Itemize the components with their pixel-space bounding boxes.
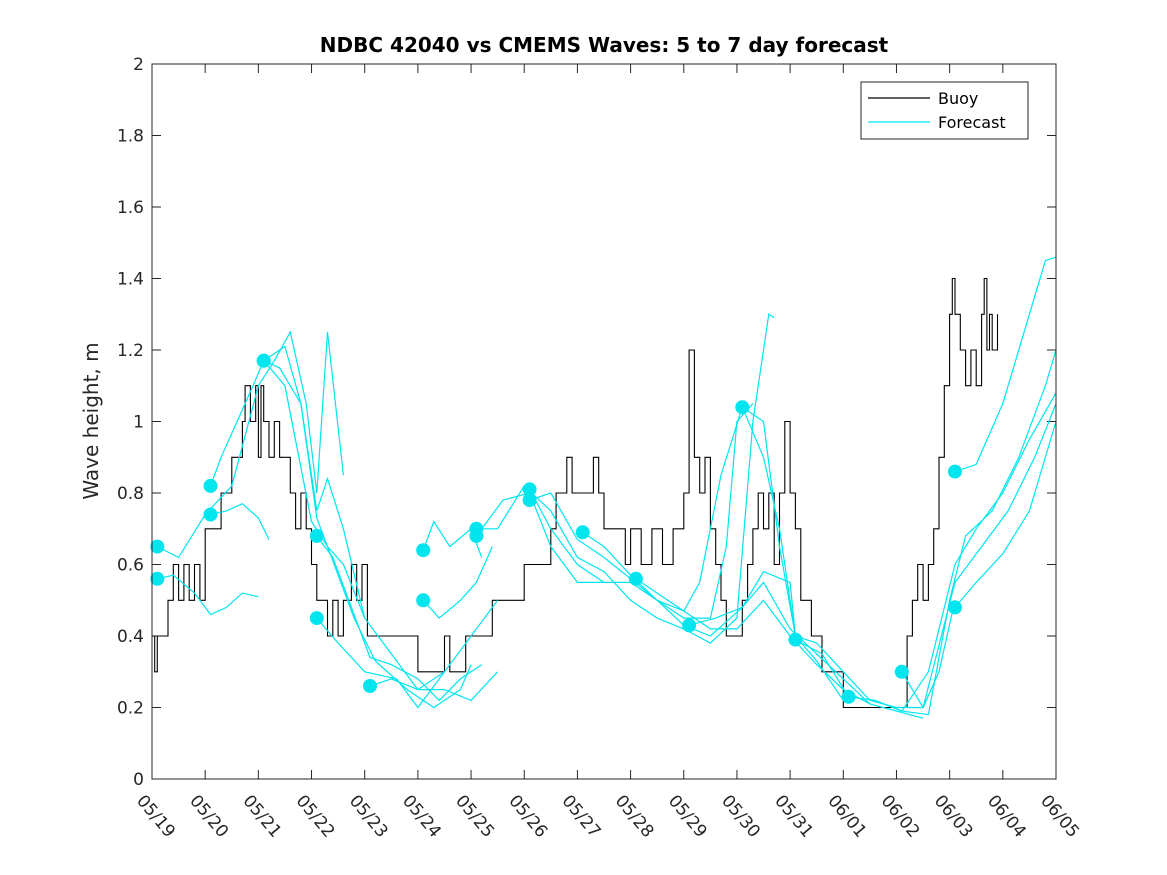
series-forecast-line (209, 345, 366, 619)
series-forecast-line (316, 599, 499, 709)
series-forecast-line (475, 492, 604, 584)
series-forecast-line (635, 578, 871, 705)
forecast-start-marker (363, 679, 377, 693)
legend-box (860, 81, 1029, 140)
forecast-start-marker (150, 539, 165, 554)
series-forecast-line (688, 581, 924, 719)
y-axis: 0 0.2 0.4 0.6 0.8 1 1.2 1.4 1.6 1.8 2 (117, 55, 1056, 790)
y-tick-label: 0.6 (117, 556, 144, 576)
forecast-start-marker (203, 478, 218, 493)
series-forecast-line (263, 360, 499, 702)
series-forecast-line (848, 392, 1057, 712)
y-tick-label: 1.4 (117, 270, 144, 290)
forecast-start-marker (841, 689, 856, 704)
forecast-start-marker (628, 571, 643, 586)
y-tick-label: 1 (133, 413, 144, 433)
forecast-start-marker (309, 611, 324, 626)
series-forecast-line (210, 502, 270, 540)
series-forecast-line (316, 535, 483, 702)
forecast-start-marker (575, 525, 590, 540)
forecast-start-marker (735, 400, 750, 415)
y-tick-label: 2 (133, 55, 144, 75)
forecast-start-marker (682, 618, 697, 633)
y-tick-label: 0.2 (117, 699, 144, 719)
forecast-start-marker (522, 482, 537, 497)
forecast-start-marker (203, 507, 218, 522)
chart-title: NDBC 42040 vs CMEMS Waves: 5 to 7 day fo… (320, 33, 889, 57)
forecast-start-marker (309, 528, 324, 543)
forecast-start-marker (416, 543, 431, 558)
forecast-start-marker (416, 593, 431, 608)
forecast-start-marker (894, 664, 909, 679)
y-axis-label: Wave height, m (79, 342, 103, 499)
legend-label-buoy: Buoy (938, 89, 978, 108)
y-tick-label: 1.2 (117, 341, 144, 361)
y-tick-label: 1.8 (117, 127, 144, 147)
forecast-start-marker (948, 464, 962, 479)
legend-label-forecast: Forecast (938, 113, 1006, 132)
series-forecast-line (795, 349, 1057, 716)
series-forecast-line (954, 256, 1057, 473)
forecast-start-marker (948, 600, 962, 615)
y-tick-label: 1.6 (117, 198, 144, 218)
forecast-start-marker (522, 493, 537, 508)
forecast-start-marker (469, 528, 484, 543)
forecast-start-marker (256, 353, 271, 368)
series-forecast-line (741, 406, 956, 709)
series-layer (150, 256, 1057, 719)
plot-area (152, 64, 1056, 779)
plot-frame (151, 63, 1057, 780)
forecast-start-marker (150, 571, 165, 586)
series-forecast-line (954, 421, 1057, 608)
y-tick-label: 0 (133, 770, 144, 790)
legend: Buoy Forecast (860, 81, 1029, 140)
series-forecast-line (263, 360, 472, 709)
series-forecast-line (369, 671, 445, 691)
y-tick-label: 0.4 (117, 627, 144, 647)
series-forecast-line (901, 403, 1057, 710)
y-tick-label: 0.8 (117, 484, 144, 504)
forecast-start-marker (788, 632, 803, 647)
series-buoy-line (152, 277, 999, 709)
series-forecast-line (157, 330, 344, 559)
series-forecast-line (157, 574, 259, 616)
series-forecast-line (422, 546, 493, 619)
